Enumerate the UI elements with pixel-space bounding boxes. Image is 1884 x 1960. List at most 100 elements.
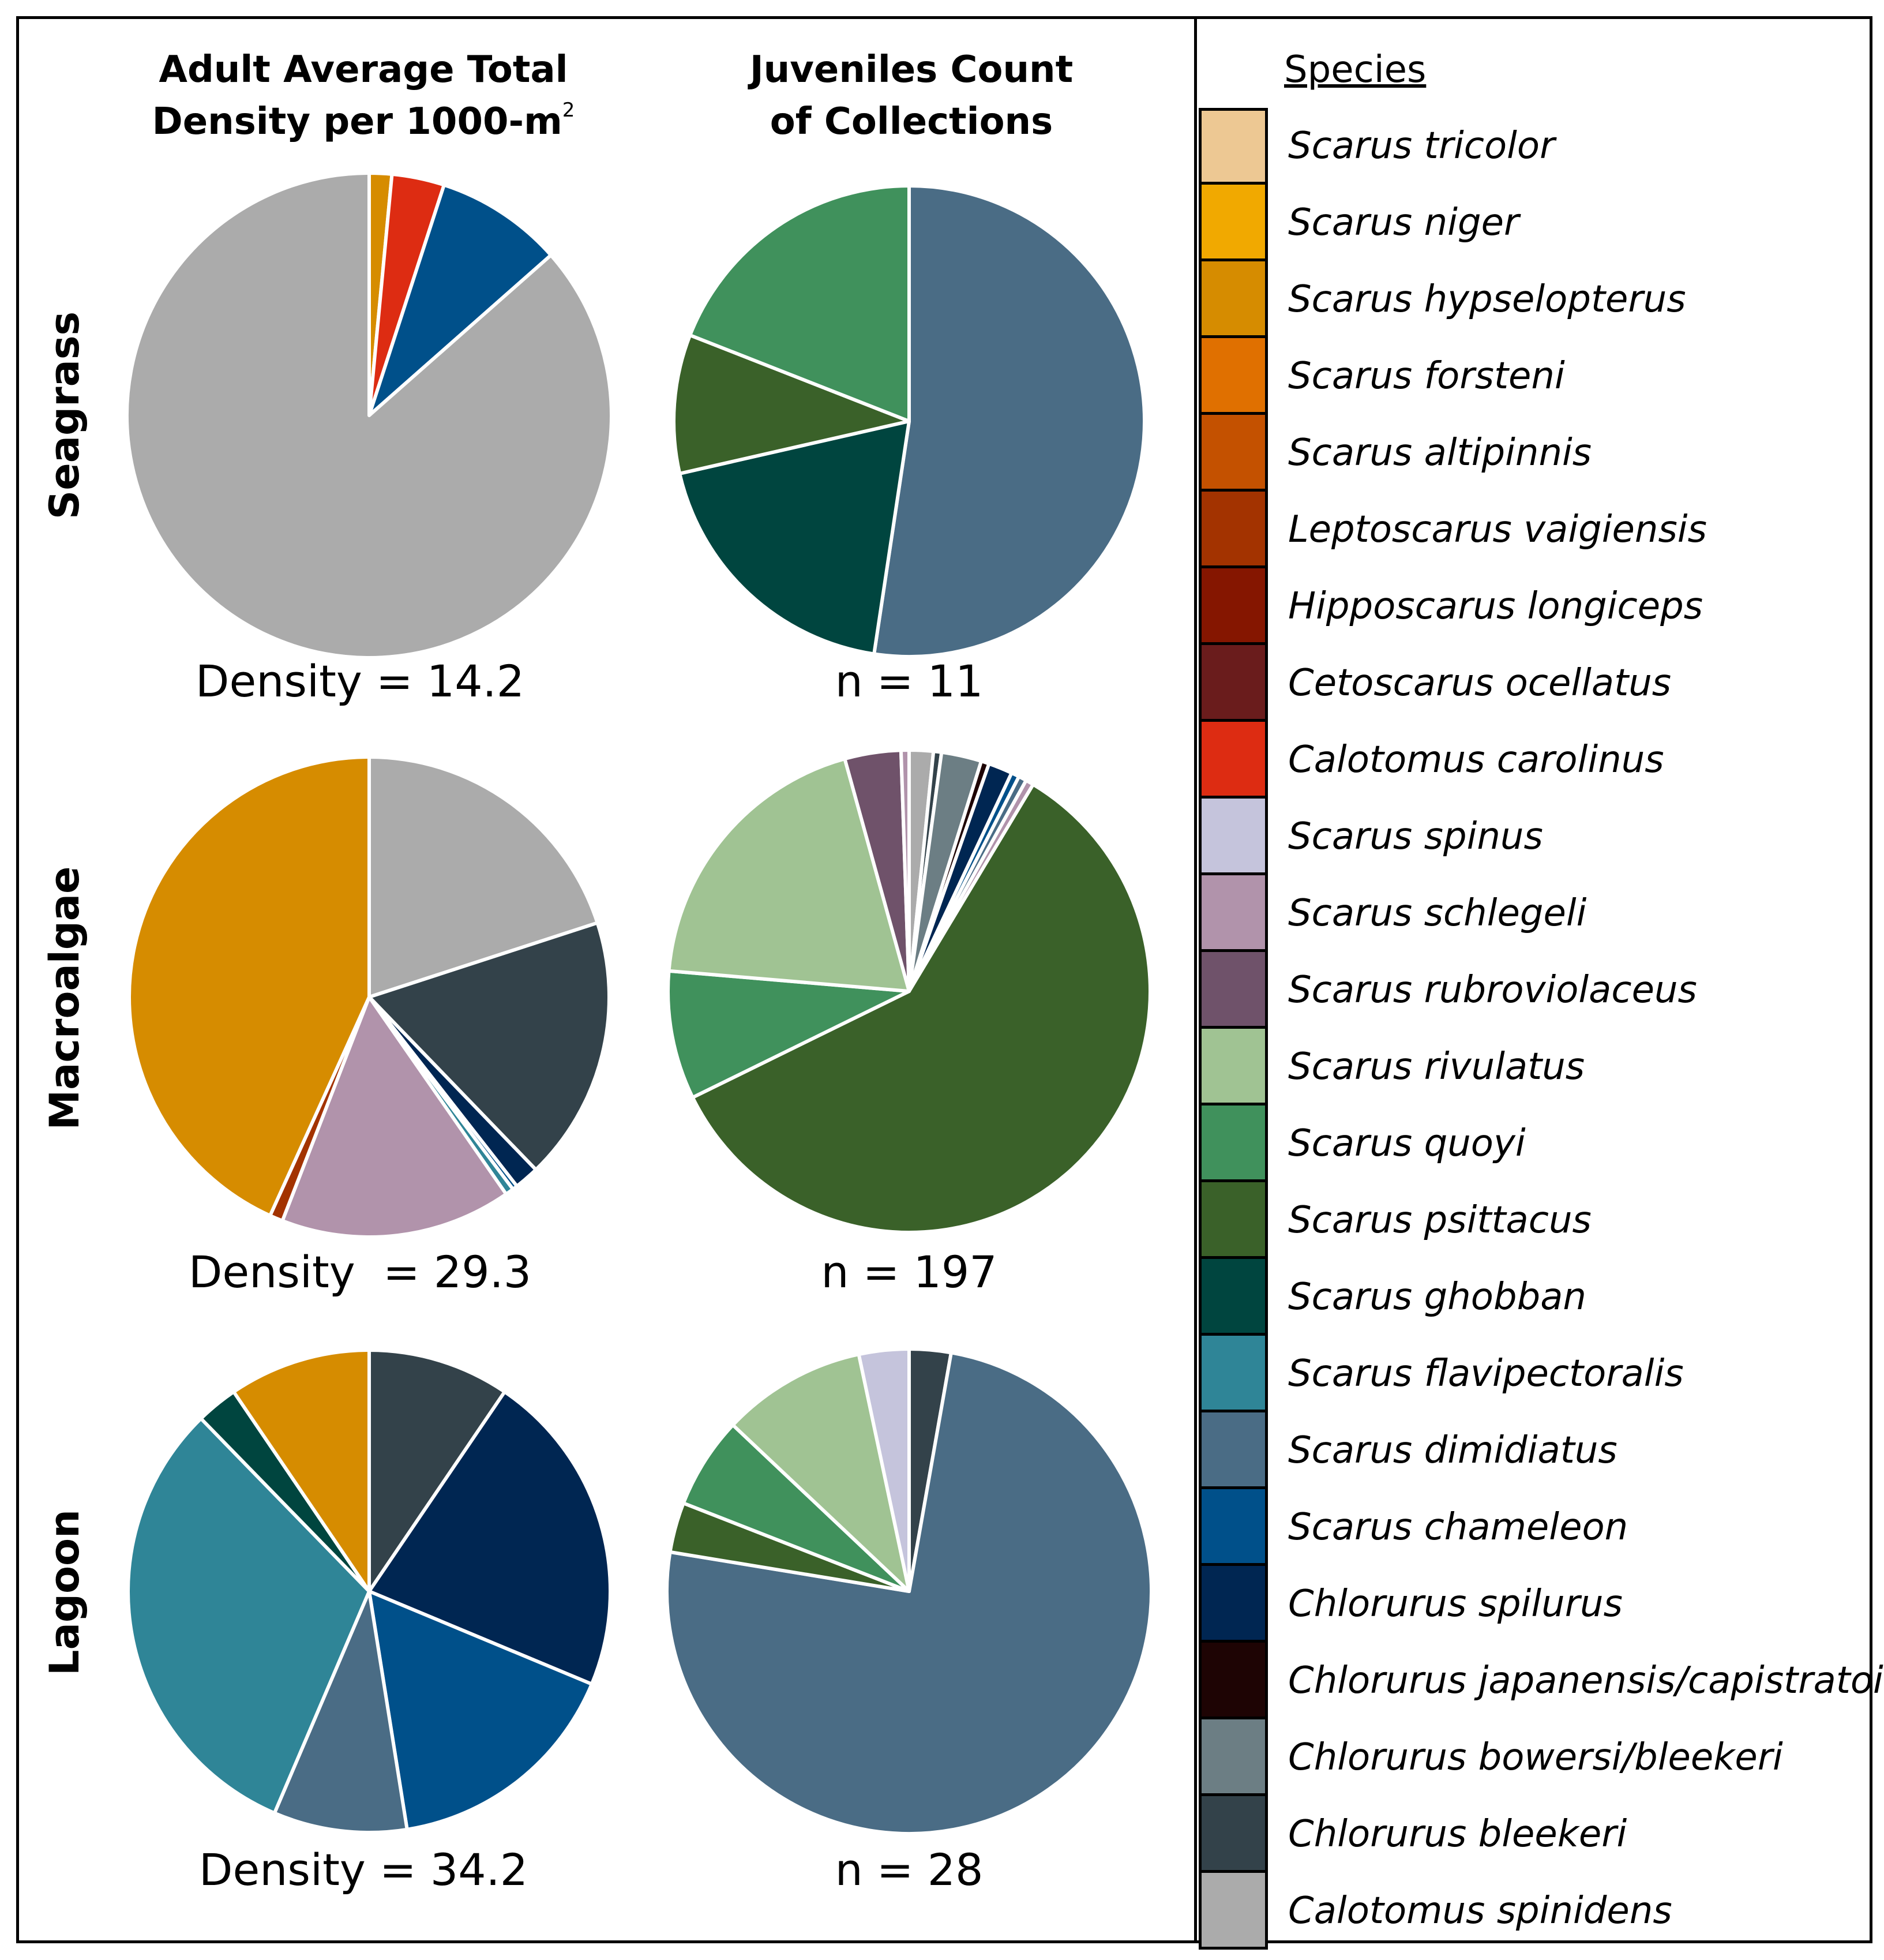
legend-label: Scarus altipinnis bbox=[1288, 432, 1592, 474]
pie-slice-scarus-quoyi bbox=[666, 969, 911, 1100]
legend-label: Scarus rivulatus bbox=[1288, 1045, 1585, 1088]
legend-item: Calotomus carolinus bbox=[1199, 722, 1874, 799]
legend-item: Calotomus spinidens bbox=[1199, 1873, 1874, 1950]
legend-swatch bbox=[1199, 1719, 1268, 1796]
legend-swatch bbox=[1199, 492, 1268, 568]
legend-label: Hipposcarus longiceps bbox=[1288, 585, 1703, 628]
legend-swatch bbox=[1199, 108, 1268, 185]
lagoon-adult-caption: Density = 34.2 bbox=[198, 1844, 528, 1895]
macroalgae-juvenile-pie bbox=[666, 748, 1152, 1234]
macroalgae-adult-caption: Density = 29.3 bbox=[188, 1246, 532, 1298]
pie-slice-chlorurus-spilurus bbox=[367, 1390, 612, 1686]
pie-slice-scarus-dimidiatus bbox=[665, 1351, 1153, 1835]
legend-swatch bbox=[1199, 338, 1268, 415]
legend-label: Scarus schlegeli bbox=[1288, 892, 1587, 935]
legend-label: Scarus forsteni bbox=[1288, 355, 1565, 398]
legend-label: Calotomus spinidens bbox=[1288, 1890, 1672, 1932]
legend-swatch bbox=[1199, 1489, 1268, 1566]
juvenile-heading-line2: of Collections bbox=[770, 100, 1053, 143]
legend-item: Scarus ghobban bbox=[1199, 1259, 1874, 1336]
legend-item: Chlorurus spilurus bbox=[1199, 1566, 1874, 1643]
seagrass-juvenile-caption: n = 11 bbox=[835, 655, 984, 707]
legend-swatch bbox=[1199, 1566, 1268, 1643]
legend-label: Scarus psittacus bbox=[1288, 1199, 1592, 1242]
legend-swatch bbox=[1199, 568, 1268, 645]
legend-swatch bbox=[1199, 261, 1268, 338]
pie-slice-scarus-rivulatus bbox=[731, 1352, 911, 1593]
legend-swatch bbox=[1199, 1336, 1268, 1412]
legend-swatch bbox=[1199, 875, 1268, 952]
legend-label: Scarus dimidiatus bbox=[1288, 1429, 1617, 1472]
adult-heading-line2: Density per 1000-m2 bbox=[138, 96, 588, 148]
legend-label: Scarus flavipectoralis bbox=[1288, 1352, 1684, 1395]
pie-slice-scarus-spinus bbox=[857, 1347, 911, 1593]
legend-item: Chlorurus japanensis/capistratoides bbox=[1199, 1643, 1884, 1719]
legend-swatch bbox=[1199, 799, 1268, 875]
legend-label: Cetoscarus ocellatus bbox=[1288, 662, 1672, 704]
legend-item: Scarus forsteni bbox=[1199, 338, 1874, 415]
legend-item: Scarus tricolor bbox=[1199, 108, 1874, 185]
juvenile-heading-line1: Juveniles Count bbox=[749, 48, 1074, 91]
legend-item: Scarus schlegeli bbox=[1199, 875, 1874, 952]
legend-swatch bbox=[1199, 1259, 1268, 1336]
macroalgae-juvenile-caption: n = 197 bbox=[821, 1246, 997, 1298]
lagoon-juvenile-caption: n = 28 bbox=[835, 1844, 984, 1895]
seagrass-juvenile-pie bbox=[672, 184, 1147, 658]
legend-label: Scarus ghobban bbox=[1288, 1276, 1586, 1318]
legend-item: Cetoscarus ocellatus bbox=[1199, 645, 1874, 722]
legend-label: Scarus chameleon bbox=[1288, 1506, 1628, 1549]
pie-slice-calotomus-spinidens bbox=[125, 171, 613, 659]
pie-slice-chlorurus-bleekeri bbox=[367, 1348, 506, 1593]
pie-slice-scarus-chameleon bbox=[367, 1590, 594, 1831]
legend-swatch bbox=[1199, 1029, 1268, 1105]
legend-swatch bbox=[1199, 1873, 1268, 1950]
pie-slice-scarus-ghobban bbox=[678, 419, 911, 656]
pie-slice-scarus-dimidiatus bbox=[272, 1590, 409, 1834]
legend-label: Scarus rubroviolaceus bbox=[1288, 969, 1697, 1011]
pie-slice-scarus-hypselopterus bbox=[232, 1348, 371, 1593]
lagoon-juvenile-pie bbox=[665, 1347, 1153, 1835]
pie-slice-scarus-chameleon bbox=[367, 183, 553, 417]
legend-item: Scarus psittacus bbox=[1199, 1182, 1874, 1259]
legend-swatch bbox=[1199, 1105, 1268, 1182]
legend-swatch bbox=[1199, 952, 1268, 1029]
legend-item: Scarus rivulatus bbox=[1199, 1029, 1874, 1105]
legend-swatch bbox=[1199, 415, 1268, 492]
legend-label: Scarus tricolor bbox=[1288, 125, 1555, 167]
legend-item: Hipposcarus longiceps bbox=[1199, 568, 1874, 645]
pie-slice-scarus-rivulatus bbox=[667, 757, 911, 993]
legend-swatch bbox=[1199, 1412, 1268, 1489]
adult-heading-superscript: 2 bbox=[562, 99, 575, 122]
legend-label: Scarus niger bbox=[1288, 201, 1519, 244]
legend-swatch bbox=[1199, 1643, 1268, 1719]
lagoon-adult-pie bbox=[126, 1348, 612, 1834]
legend-swatch bbox=[1199, 1182, 1268, 1259]
legend-label: Chlorurus japanensis/capistratoides bbox=[1288, 1659, 1884, 1702]
legend-swatch bbox=[1199, 645, 1268, 722]
pie-slice-calotomus-spinidens bbox=[367, 755, 599, 999]
pie-slice-scarus-psittacus bbox=[690, 782, 1152, 1234]
legend-item: Scarus dimidiatus bbox=[1199, 1412, 1874, 1489]
pie-slice-scarus-quoyi bbox=[681, 1423, 911, 1593]
pie-slice-scarus-schlegeli bbox=[899, 748, 911, 993]
legend-label: Chlorurus spilurus bbox=[1288, 1583, 1623, 1625]
adult-heading-line1: Adult Average Total bbox=[159, 48, 568, 91]
legend-label: Chlorurus bleekeri bbox=[1288, 1813, 1627, 1856]
legend-item: Scarus flavipectoralis bbox=[1199, 1336, 1874, 1412]
legend-item: Scarus quoyi bbox=[1199, 1105, 1874, 1182]
seagrass-adult-pie bbox=[125, 171, 613, 659]
legend-swatch bbox=[1199, 185, 1268, 261]
macroalgae-adult-pie bbox=[127, 755, 611, 1239]
legend-label: Calotomus carolinus bbox=[1288, 739, 1664, 781]
legend-item: Chlorurus bleekeri bbox=[1199, 1796, 1874, 1873]
legend-label: Chlorurus bowersi/bleekeri bbox=[1288, 1736, 1783, 1779]
legend-item: Leptoscarus vaigiensis bbox=[1199, 492, 1874, 568]
seagrass-adult-caption: Density = 14.2 bbox=[195, 655, 525, 707]
legend-label: Scarus hypselopterus bbox=[1288, 278, 1686, 321]
pie-slice-scarus-flavipectoralis bbox=[126, 1416, 371, 1815]
legend-swatch bbox=[1199, 1796, 1268, 1873]
pie-slice-scarus-hypselopterus bbox=[127, 755, 371, 1217]
legend-item: Scarus spinus bbox=[1199, 799, 1874, 875]
legend-item: Chlorurus bowersi/bleekeri bbox=[1199, 1719, 1874, 1796]
